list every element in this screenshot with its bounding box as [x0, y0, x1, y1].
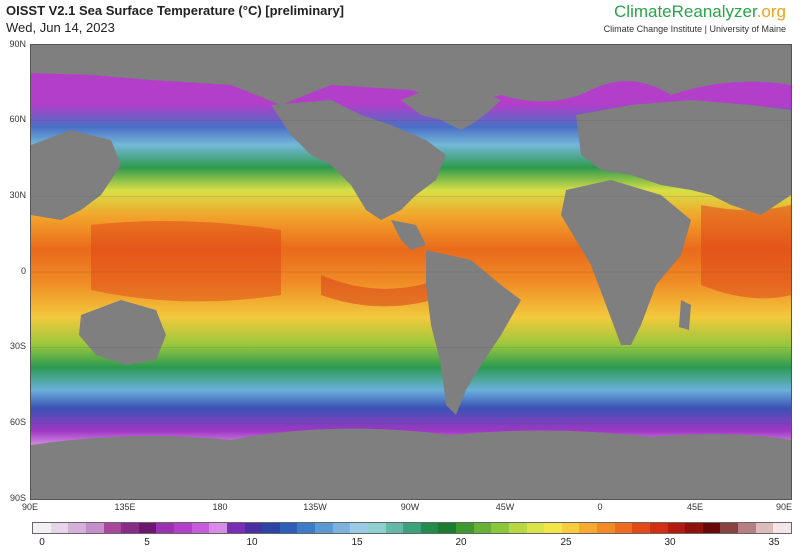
arctic-landmass — [31, 45, 791, 105]
colorbar-swatch — [85, 523, 104, 533]
lon-label-0: 0 — [597, 502, 603, 512]
greenland — [401, 80, 501, 130]
colorbar-swatch — [385, 523, 404, 533]
colorbar-swatch — [720, 523, 738, 533]
colorbar-swatch — [544, 523, 562, 533]
colorbar-swatch — [597, 523, 615, 533]
colorbar-swatch — [191, 523, 210, 533]
colorbar-swatch — [226, 523, 245, 533]
colorbar-swatch — [50, 523, 69, 533]
lon-label-45w: 45W — [495, 502, 515, 512]
colorbar-swatch — [491, 523, 509, 533]
colorbar-tick-15: 15 — [351, 537, 363, 548]
colorbar-swatch — [438, 523, 456, 533]
sst-map-canvas — [31, 45, 791, 499]
colorbar-swatch — [315, 523, 333, 533]
indian-ocean-warm — [701, 205, 791, 299]
east-asia — [31, 130, 121, 220]
south-america — [426, 250, 521, 415]
antarctica — [31, 428, 791, 499]
lat-label-0: 0 — [20, 266, 26, 276]
colorbar-swatch — [667, 523, 686, 533]
colorbar-swatch — [103, 523, 122, 533]
lon-label-90w: 90W — [400, 502, 420, 512]
lat-label-60n: 60N — [9, 114, 26, 124]
colorbar-swatch — [33, 523, 51, 533]
colorbar-swatch — [279, 523, 298, 533]
eastern-pacific-warm-tongue — [321, 270, 461, 307]
lat-label-30s: 30S — [9, 341, 26, 351]
lat-label-30n: 30N — [9, 190, 26, 200]
colorbar-tick-5: 5 — [144, 537, 150, 548]
colorbar-tick-35: 35 — [768, 537, 780, 548]
colorbar-swatch — [632, 523, 650, 533]
lat-label-90s: 90S — [9, 493, 26, 503]
colorbar-swatch — [456, 523, 474, 533]
colorbar-tick-25: 25 — [560, 537, 572, 548]
colorbar-swatch — [561, 523, 580, 533]
colorbar-swatch — [738, 523, 756, 533]
colorbar-swatch — [773, 523, 791, 533]
graticule — [31, 120, 791, 424]
colorbar-tick-0: 0 — [39, 537, 45, 548]
map-date: Wed, Jun 14, 2023 — [6, 20, 115, 35]
colorbar-tick-30: 30 — [664, 537, 676, 548]
colorbar-swatch — [579, 523, 597, 533]
colorbar-swatch — [614, 523, 633, 533]
colorbar — [32, 522, 792, 534]
colorbar-swatch — [332, 523, 351, 533]
colorbar-swatch — [508, 523, 527, 533]
lat-label-90n: 90N — [9, 39, 26, 49]
lon-label-90e-left: 90E — [21, 502, 39, 512]
africa — [561, 180, 691, 345]
colorbar-swatch — [685, 523, 703, 533]
colorbar-swatch — [473, 523, 492, 533]
colorbar-swatch — [649, 523, 668, 533]
colorbar-swatch — [244, 523, 263, 533]
colorbar-swatch — [367, 523, 386, 533]
brand-subtitle: Climate Change Institute | University of… — [603, 24, 786, 34]
colorbar-swatch — [68, 523, 86, 533]
lon-label-135w: 135W — [303, 502, 327, 512]
north-america — [271, 100, 446, 220]
colorbar-swatch — [174, 523, 192, 533]
colorbar-swatch — [755, 523, 774, 533]
australia — [79, 300, 166, 365]
colorbar-swatch — [420, 523, 439, 533]
brand-main-text: ClimateReanalyzer — [614, 2, 757, 21]
sst-map — [30, 44, 792, 500]
warm-pool-west-pacific — [91, 221, 281, 302]
colorbar-tick-20: 20 — [455, 537, 467, 548]
central-america — [391, 220, 426, 250]
colorbar-swatch — [156, 523, 174, 533]
colorbar-swatch — [262, 523, 280, 533]
madagascar — [679, 300, 691, 330]
lon-label-180: 180 — [212, 502, 228, 512]
lon-label-90e-right: 90E — [775, 502, 793, 512]
map-title: OISST V2.1 Sea Surface Temperature (°C) … — [6, 3, 345, 18]
colorbar-swatch — [297, 523, 315, 533]
brand-tld-text: .org — [756, 2, 786, 21]
colorbar-swatch — [350, 523, 368, 533]
lon-label-135e: 135E — [114, 502, 136, 512]
colorbar-swatch — [526, 523, 545, 533]
lon-label-45e: 45E — [686, 502, 704, 512]
colorbar-swatch — [403, 523, 421, 533]
colorbar-swatch — [702, 523, 721, 533]
brand-logo[interactable]: ClimateReanalyzer.org — [614, 2, 786, 22]
colorbar-swatch — [138, 523, 157, 533]
colorbar-swatch — [121, 523, 139, 533]
eurasia — [576, 100, 791, 215]
colorbar-tick-10: 10 — [246, 537, 258, 548]
lat-label-60s: 60S — [9, 417, 26, 427]
colorbar-swatch — [209, 523, 227, 533]
